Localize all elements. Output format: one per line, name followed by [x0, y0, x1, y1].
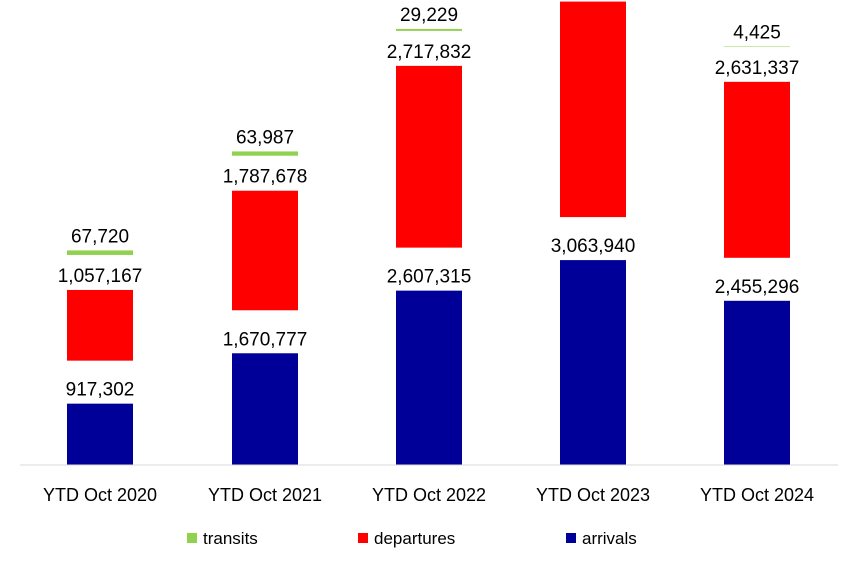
- bar-departures-3: [396, 65, 462, 248]
- legend-label-transits: transits: [203, 529, 258, 548]
- category-label-2: YTD Oct 2021: [208, 485, 322, 505]
- data-label-transits-1: 67,720: [71, 226, 129, 247]
- category-label-1: YTD Oct 2020: [43, 485, 157, 505]
- bar-arrivals-2: [232, 353, 298, 465]
- category-label-5: YTD Oct 2024: [700, 485, 814, 505]
- bar-transits-5: [724, 46, 790, 48]
- bar-arrivals-1: [67, 403, 133, 465]
- bar-departures-1: [67, 289, 133, 361]
- bar-departures-2: [232, 190, 298, 311]
- category-label-4: YTD Oct 2023: [536, 485, 650, 505]
- data-label-transits-3: 29,229: [400, 5, 458, 26]
- data-label-transits-2: 63,987: [236, 127, 294, 148]
- legend-label-arrivals: arrivals: [582, 529, 637, 548]
- legend-swatch-transits: [187, 533, 197, 543]
- data-label-arrivals-3: 2,607,315: [387, 267, 472, 288]
- bar-departures-4: [560, 1, 626, 218]
- data-label-arrivals-5: 2,455,296: [715, 277, 800, 298]
- bar-departures-5: [724, 81, 790, 258]
- data-label-arrivals-4: 3,063,940: [551, 236, 636, 257]
- bar-transits-3: [396, 28, 462, 31]
- data-label-departures-3: 2,717,832: [387, 42, 472, 63]
- legend: transits departures arrivals: [187, 529, 637, 548]
- legend-label-departures: departures: [374, 529, 455, 548]
- data-label-transits-5: 4,425: [733, 23, 781, 44]
- category-label-3: YTD Oct 2022: [372, 485, 486, 505]
- bar-arrivals-4: [560, 260, 626, 465]
- bar-transits-2: [232, 151, 298, 156]
- category-labels-layer: YTD Oct 2020 YTD Oct 2021 YTD Oct 2022 YTD …: [43, 485, 814, 505]
- bar-arrivals-5: [724, 300, 790, 465]
- bar-transits-1: [67, 250, 133, 255]
- data-label-arrivals-1: 917,302: [66, 380, 135, 401]
- bars-layer: [67, 1, 790, 465]
- data-label-departures-5: 2,631,337: [715, 58, 800, 79]
- legend-swatch-arrivals: [566, 533, 576, 543]
- bar-arrivals-3: [396, 290, 462, 465]
- legend-swatch-departures: [358, 533, 368, 543]
- data-label-arrivals-2: 1,670,777: [223, 329, 308, 350]
- data-label-departures-2: 1,787,678: [223, 167, 308, 188]
- data-labels-layer: 917,302 1,057,167 67,720 1,670,777 1,787,678…: [58, 5, 800, 401]
- data-label-departures-1: 1,057,167: [58, 266, 143, 287]
